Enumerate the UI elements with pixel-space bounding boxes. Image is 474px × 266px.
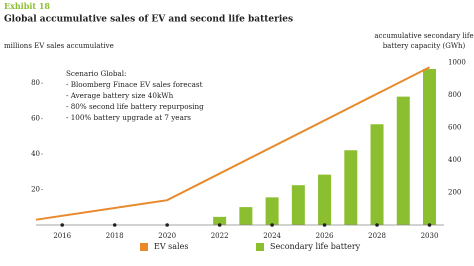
x-tick-label: 2030 <box>421 232 439 240</box>
annotation: - 100% battery upgrade at 7 years <box>66 113 191 122</box>
x-tick <box>375 223 379 227</box>
line <box>35 66 430 221</box>
legend-swatch <box>140 243 148 251</box>
chart-title: Global accumulative sales of EV and seco… <box>4 15 293 25</box>
x-tick-label: 2026 <box>316 232 334 240</box>
x-tick-label: 2020 <box>158 232 176 240</box>
y2-axis-label: accumulative secondary life <box>374 32 473 40</box>
x-tick <box>270 223 274 227</box>
bar <box>318 174 332 225</box>
y-axis-label: millions EV sales accumulative <box>4 42 114 50</box>
y-tick-label: 20 <box>31 186 40 194</box>
y2-axis-label: battery capacity (GWh) <box>383 42 466 50</box>
annotation: Scenario Global: <box>66 69 126 78</box>
y-tick-label: 40 <box>31 150 40 158</box>
x-tick-label: 2018 <box>106 232 124 240</box>
x-tick-label: 2022 <box>211 232 229 240</box>
bar <box>396 96 410 225</box>
exhibit-label: Exhibit 18 <box>4 1 50 11</box>
y2-tick-label: 800 <box>448 91 461 99</box>
bar <box>239 207 253 225</box>
y2-tick-label: 200 <box>448 189 461 197</box>
bar <box>291 185 305 225</box>
x-tick <box>165 223 169 227</box>
x-tick-label: 2016 <box>53 232 71 240</box>
bar <box>213 216 227 225</box>
x-tick <box>322 223 327 227</box>
bar <box>265 197 279 225</box>
annotation: - Average battery size 40kWh <box>66 91 174 100</box>
y2-tick-label: 600 <box>448 124 461 132</box>
legend-swatch <box>256 243 264 251</box>
x-tick <box>427 223 432 227</box>
legend-label: EV sales <box>154 242 188 251</box>
y2-tick-label: 1000 <box>448 59 466 67</box>
bar <box>344 150 358 225</box>
annotation: - 80% second life battery repurposing <box>66 102 204 111</box>
bar <box>423 69 437 225</box>
y-tick-label: 60 <box>31 115 40 123</box>
y2-tick-label: 400 <box>448 156 461 164</box>
x-tick <box>112 223 117 227</box>
x-tick <box>217 223 222 227</box>
y-tick-label: 80 <box>31 79 40 87</box>
x-tick <box>60 223 65 227</box>
x-tick-label: 2028 <box>368 232 386 240</box>
legend-label: Secondary life battery <box>270 242 361 251</box>
bar <box>370 124 384 225</box>
annotation: - Bloomberg Finace EV sales forecast <box>66 80 203 89</box>
x-tick-label: 2024 <box>263 232 281 240</box>
